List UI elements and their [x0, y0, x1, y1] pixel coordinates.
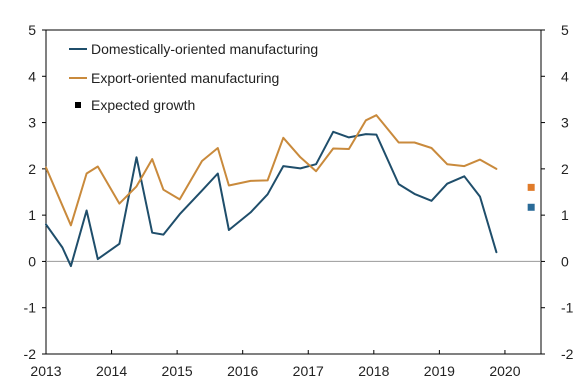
series-line-domestic — [45, 130, 498, 268]
x-tick-label: 2013 — [30, 363, 61, 379]
x-tick-label: 2017 — [293, 363, 324, 379]
series-layer — [45, 114, 498, 268]
right-y-tick-label: 3 — [561, 115, 569, 131]
x-tick-label: 2019 — [424, 363, 455, 379]
expected-growth-marker-export — [527, 183, 535, 191]
left-y-tick-label: 0 — [28, 253, 36, 269]
left-y-tick-label: -1 — [24, 300, 37, 316]
left-y-tick-label: 2 — [28, 161, 36, 177]
left-y-tick-label: 3 — [28, 115, 36, 131]
x-axis: 2013 2014 2015 2016 2017 2018 2019 2020 — [30, 350, 521, 379]
legend: Domestically-oriented manufacturing Expo… — [69, 41, 318, 113]
legend-label-export: Export-oriented manufacturing — [91, 70, 279, 86]
left-y-tick-label: -2 — [24, 346, 37, 362]
right-y-axis: -2 -1 0 1 2 3 4 5 — [541, 22, 574, 362]
left-y-axis: -2 -1 0 1 2 3 4 5 — [24, 22, 46, 362]
left-y-tick-label: 4 — [28, 68, 36, 84]
right-y-tick-label: 0 — [561, 253, 569, 269]
x-tick-label: 2018 — [358, 363, 389, 379]
right-y-tick-label: -2 — [561, 346, 574, 362]
x-tick-label: 2016 — [227, 363, 258, 379]
x-tick-label: 2020 — [489, 363, 520, 379]
legend-label-expected: Expected growth — [91, 97, 195, 113]
right-y-tick-label: 5 — [561, 22, 569, 38]
expected-points-layer — [527, 183, 535, 211]
x-tick-label: 2014 — [96, 363, 127, 379]
right-y-tick-label: 1 — [561, 207, 569, 223]
plot-area-frame — [45, 29, 542, 355]
expected-growth-marker-domestic — [527, 203, 535, 211]
right-y-tick-label: 2 — [561, 161, 569, 177]
left-y-tick-label: 1 — [28, 207, 36, 223]
x-tick-label: 2015 — [162, 363, 193, 379]
right-y-tick-label: -1 — [561, 300, 574, 316]
left-y-tick-label: 5 — [28, 22, 36, 38]
legend-swatch-expected — [75, 102, 81, 108]
series-line-export — [45, 114, 498, 227]
right-y-tick-label: 4 — [561, 68, 569, 84]
legend-label-domestic: Domestically-oriented manufacturing — [91, 41, 318, 57]
